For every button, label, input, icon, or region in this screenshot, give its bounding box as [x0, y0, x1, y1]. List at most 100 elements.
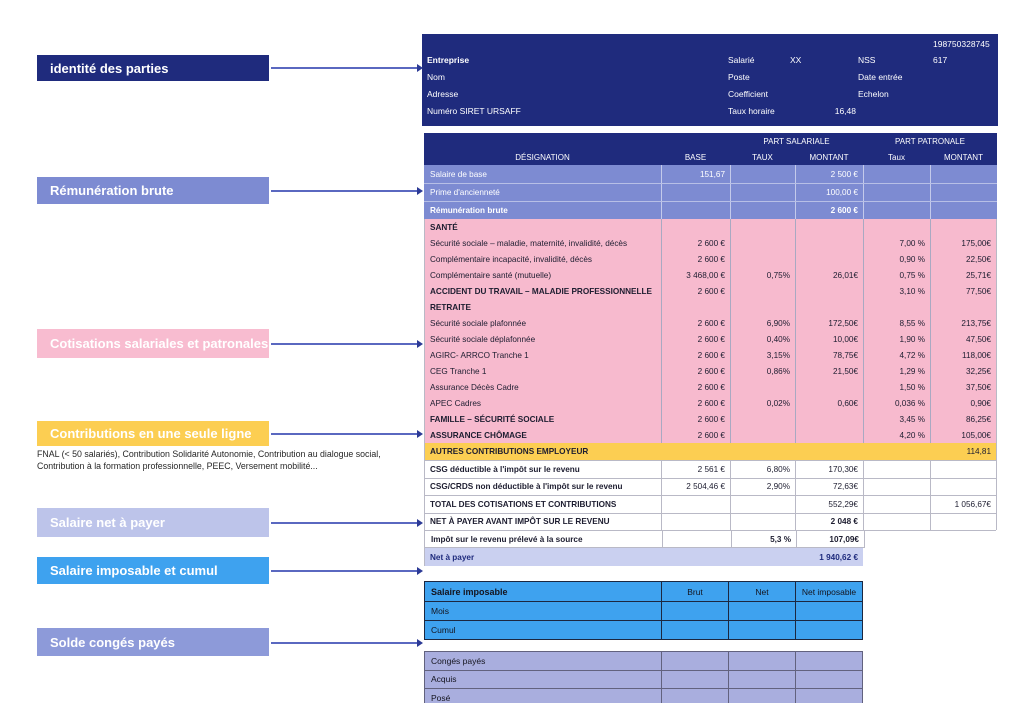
taxable-row: Mois	[425, 601, 862, 620]
cell-taux-salarial	[730, 299, 795, 315]
cell-designation: ASSURANCE CHÔMAGE	[430, 430, 527, 440]
annotation-label: identité des parties	[50, 60, 169, 76]
payslip-table-body: Salaire de base 151,67 2 500 € Prime d'anci…	[424, 165, 997, 566]
cell-taux-salarial	[730, 219, 795, 235]
company-field-label: Numéro SIRET URSAFF	[427, 105, 521, 116]
cell-designation: Complémentaire incapacité, invalidité, d…	[430, 254, 593, 264]
cell-designation: Sécurité sociale plafonnée	[430, 318, 527, 328]
cell-taux-patronal	[863, 478, 930, 495]
company-field-label: Salarié	[728, 54, 755, 65]
cell-montant-patronal: 1 056,67€	[930, 496, 997, 513]
company-header-row: Nom Poste Date entrée	[422, 68, 998, 85]
payslip-row: CSG déductible à l'impôt sur le revenu 2 …	[424, 460, 997, 478]
cell-montant-patronal: 77,50€	[930, 283, 997, 299]
payslip-row: FAMILLE – SÉCURITÉ SOCIALE 2 600 € 3,45 % 8…	[424, 411, 997, 427]
cell-taux-salarial	[730, 251, 795, 267]
cell-designation: Sécurité sociale – maladie, maternité, i…	[430, 238, 628, 248]
annotation-box: Salaire net à payer	[37, 508, 269, 537]
taxable-row: Cumul	[425, 620, 862, 639]
cell-designation: SANTÉ	[430, 222, 458, 232]
cell-taux-patronal	[863, 219, 930, 235]
cell-montant-patronal: 25,71€	[930, 267, 997, 283]
annotation-label: Solde congés payés	[50, 634, 175, 650]
cell-taux-patronal: 1,90 %	[863, 331, 930, 347]
company-nss-number: 198750328745	[933, 39, 990, 49]
cell-montant-salarial	[795, 251, 863, 267]
cell-montant-salarial: 552,29€	[795, 496, 863, 513]
leave-cell	[661, 652, 728, 670]
cell-base: 2 600 €	[661, 347, 730, 363]
cell-taux-salarial	[730, 411, 795, 427]
cell-taux-patronal	[863, 513, 930, 530]
cell-designation: Net à payer	[430, 552, 475, 562]
payslip-row: Sécurité sociale – maladie, maternité, i…	[424, 235, 997, 251]
annotation-arrow	[271, 64, 423, 71]
company-field-label: Nom	[427, 71, 445, 82]
cell-taux-patronal	[863, 184, 930, 201]
annotation-box: Contributions en une seule ligne	[37, 421, 269, 446]
cell-taux-salarial	[730, 235, 795, 251]
cell-montant-salarial: 0,60€	[795, 395, 863, 411]
cell-base: 2 600 €	[661, 283, 730, 299]
taxable-cell	[795, 621, 862, 639]
col-taux-patronal: Taux	[888, 152, 905, 162]
cell-montant-salarial: 10,00€	[795, 331, 863, 347]
cell-montant-patronal	[930, 202, 997, 219]
cell-montant-patronal	[930, 478, 997, 495]
cell-taux-salarial	[730, 548, 795, 566]
cell-taux-patronal	[863, 443, 930, 460]
cell-taux-salarial: 0,86%	[730, 363, 795, 379]
taxable-cell	[795, 602, 862, 620]
cell-montant-patronal: 213,75€	[930, 315, 997, 331]
cell-base: 2 504,46 €	[661, 478, 730, 495]
cell-base	[661, 548, 730, 566]
payslip-row: Sécurité sociale plafonnée 2 600 €6,90% 17…	[424, 315, 997, 331]
cell-designation: CSG déductible à l'impôt sur le revenu	[430, 464, 580, 474]
cell-montant-patronal	[930, 219, 997, 235]
cell-designation: TOTAL DES COTISATIONS ET CONTRIBUTIONS	[430, 499, 617, 509]
company-field-value: 617	[933, 54, 948, 65]
leave-cell	[795, 652, 862, 670]
part-salariale-header: PART SALARIALE	[763, 136, 830, 146]
cell-taux-patronal	[863, 202, 930, 219]
annotation-arrow	[271, 340, 423, 347]
cell-montant-salarial: 107,09€	[796, 531, 864, 547]
company-field-value: XX	[790, 54, 802, 65]
cell-designation: AGIRC- ARRCO Tranche 1	[430, 350, 529, 360]
cell-montant-patronal: 0,90€	[930, 395, 997, 411]
taxable-row-label: Cumul	[431, 625, 456, 635]
payslip-row: AGIRC- ARRCO Tranche 1 2 600 €3,15% 78,75€…	[424, 347, 997, 363]
cell-base: 2 600 €	[661, 363, 730, 379]
company-header-row: Entreprise Salarié XX NSS 617	[422, 51, 998, 68]
leave-title: Congés payés	[431, 655, 486, 666]
cell-taux-salarial	[730, 443, 795, 460]
company-field-value: 16,48	[834, 105, 856, 116]
leave-row-label: Acquis	[431, 674, 457, 685]
cell-montant-patronal	[930, 299, 997, 315]
payslip-row: CSG/CRDS non déductible à l'impôt sur le…	[424, 477, 997, 495]
company-header-row: Numéro SIRET URSAFF Taux horaire 16,48	[422, 102, 998, 119]
cell-base	[662, 531, 731, 547]
cell-base	[661, 299, 730, 315]
company-field-label: NSS	[858, 54, 876, 65]
cell-designation: Prime d'ancienneté	[430, 188, 500, 197]
cell-taux-patronal	[863, 496, 930, 513]
table-right-border	[996, 219, 997, 530]
cell-taux-patronal	[863, 299, 930, 315]
annotation-label: Cotisations salariales et patronales	[50, 336, 269, 351]
cell-taux-salarial	[730, 379, 795, 395]
company-header-box: 198750328745 Entreprise Salarié XX NSS 617 Nom…	[422, 34, 998, 126]
leave-cell	[795, 689, 862, 703]
taxable-header-row: Salaire imposable Brut Net Net imposable	[425, 582, 862, 601]
cell-montant-patronal: 114,81	[966, 447, 991, 456]
cell-montant-patronal	[930, 184, 997, 201]
cell-designation: NET À PAYER AVANT IMPÔT SUR LE REVENU	[430, 517, 610, 527]
taxable-cell	[661, 602, 728, 620]
annotation-arrow	[271, 519, 423, 526]
payslip-row: TOTAL DES COTISATIONS ET CONTRIBUTIONS 55…	[424, 495, 997, 513]
company-field-label: Echelon	[858, 88, 889, 99]
cell-designation: Complémentaire santé (mutuelle)	[430, 270, 552, 280]
cell-designation: ACCIDENT DU TRAVAIL – MALADIE PROFESSION…	[430, 286, 652, 296]
col-montant-patronal: MONTANT	[944, 152, 983, 162]
